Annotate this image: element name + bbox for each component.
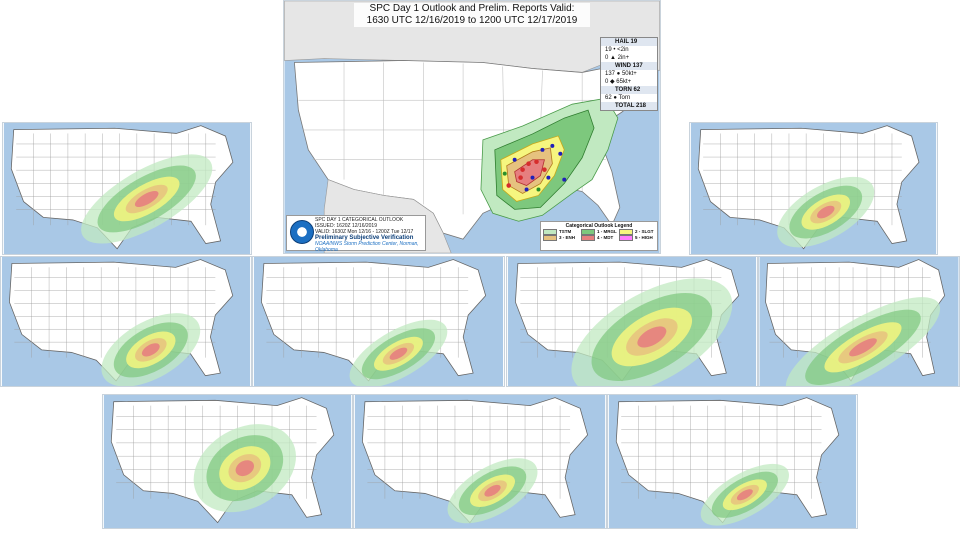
tornado-report [542, 167, 547, 172]
risk-contour-4 [484, 484, 501, 497]
hail-report [536, 187, 541, 192]
forecast-panel-top-right [689, 122, 938, 255]
county-borders [367, 405, 571, 499]
wind-row-1: 137 ● 50kt+ [605, 71, 637, 77]
wind-report [546, 175, 551, 180]
forecast-map [1, 257, 251, 386]
us-land [697, 125, 920, 250]
us-land [361, 397, 589, 524]
forecast-map [759, 257, 959, 386]
mdt-swatch-icon [581, 235, 595, 241]
noaa-logo-icon [290, 220, 314, 244]
risk-contour-4 [736, 489, 753, 501]
mrgl-swatch-icon [581, 229, 595, 235]
forecast-panel-top-left [2, 122, 252, 255]
hail-row-2: 0 ▲ 2in+ [605, 55, 630, 61]
tornado-report [520, 167, 525, 172]
legend-item-high: 5 - HIGH [619, 235, 655, 241]
risk-contour-4 [141, 343, 160, 357]
info-footer: NOAA/NWS Storm Prediction Center, Norman… [315, 241, 419, 253]
title-line-1: SPC Day 1 Outlook and Prelim. Reports Va… [369, 3, 575, 14]
legend-item-tstm: TSTM [543, 229, 579, 235]
risk-contour-4 [817, 205, 835, 219]
forecast-panel-row2-2 [252, 256, 505, 387]
forecast-panel-bottom-2 [353, 394, 607, 529]
hail-row-1: 19 • <2in [605, 47, 629, 53]
legend-title: Categorical Outlook Legend [565, 223, 633, 229]
legend-item-slgt: 2 - SLGT [619, 229, 655, 235]
hail-report [502, 171, 507, 176]
storm-reports [502, 143, 567, 192]
wind-report [562, 177, 567, 182]
info-line-1: SPC DAY 1 CATEGORICAL OUTLOOK [315, 217, 404, 223]
reports-count-box: HAIL 19 19 • <2in 0 ▲ 2in+ WIND 137 137 … [600, 37, 658, 111]
forecast-map [690, 123, 937, 254]
info-line-3: VALID: 1630Z Mon 12/16 - 1200Z Tue 12/17 [315, 229, 414, 235]
outlook-info-box: SPC DAY 1 CATEGORICAL OUTLOOK ISSUED: 16… [286, 215, 426, 253]
risk-contour-4 [849, 338, 877, 357]
forecast-map [608, 395, 857, 528]
wind-report [524, 187, 529, 192]
forecast-panel-bottom-3 [607, 394, 858, 529]
spc-outlook-main-panel: SPC Day 1 Outlook and Prelim. Reports Va… [283, 0, 661, 254]
tornado-report [534, 159, 539, 165]
total-count: TOTAL 218 [601, 102, 657, 110]
torn-header: TORN 62 [601, 86, 657, 94]
categorical-legend: Categorical Outlook Legend TSTM 1 - MRGL… [540, 221, 658, 251]
forecast-panel-row2-1 [0, 256, 252, 387]
tstm-swatch-icon [543, 229, 557, 235]
wind-report [558, 151, 563, 156]
legend-item-mdt: 4 - MDT [581, 235, 617, 241]
risk-contour-4 [637, 326, 667, 348]
tornado-report [526, 161, 531, 166]
forecast-map [354, 395, 606, 528]
us-land [615, 397, 840, 524]
high-swatch-icon [619, 235, 633, 241]
forecast-panel-bottom-1 [102, 394, 353, 529]
spc-main-map [284, 1, 660, 253]
forecast-map [3, 123, 251, 254]
risk-contour-4 [134, 190, 159, 208]
wind-report [530, 175, 535, 180]
enh-swatch-icon [543, 235, 557, 241]
wind-header: WIND 137 [601, 62, 657, 70]
wind-report [540, 147, 545, 152]
tornado-report [506, 183, 511, 188]
title-line-2: 1630 UTC 12/16/2019 to 1200 UTC 12/17/20… [366, 15, 578, 26]
forecast-map [103, 395, 352, 528]
info-line-2: ISSUED: 1620Z 12/16/2019 [315, 223, 377, 229]
hail-header: HAIL 19 [601, 38, 657, 46]
wind-report [512, 157, 517, 162]
torn-row-1: 62 ● Torn [605, 95, 631, 101]
wind-report [550, 143, 555, 148]
info-heading: Preliminary Subjective Verification [315, 235, 414, 241]
tornado-report [518, 175, 523, 180]
risk-contour-4 [235, 460, 255, 477]
main-panel-title: SPC Day 1 Outlook and Prelim. Reports Va… [354, 3, 590, 27]
forecast-map [253, 257, 504, 386]
forecast-map [507, 257, 757, 386]
forecast-panel-row2-4 [758, 256, 960, 387]
legend-item-enh: 3 - ENH [543, 235, 579, 241]
wind-row-2: 0 ◆ 65kt+ [605, 79, 632, 85]
risk-contour-4 [389, 347, 408, 360]
slgt-swatch-icon [619, 229, 633, 235]
forecast-panel-row2-3 [506, 256, 758, 387]
legend-item-mrgl: 1 - MRGL [581, 229, 617, 235]
